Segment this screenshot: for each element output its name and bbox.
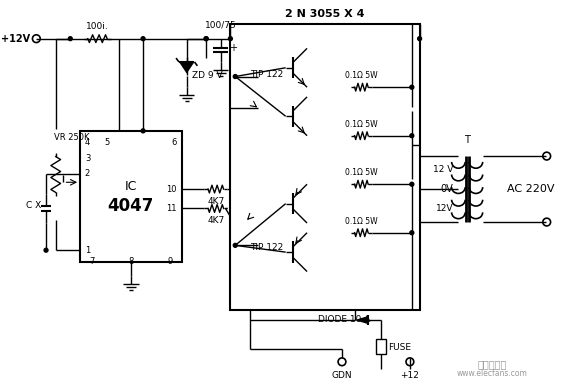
Text: VR 250K: VR 250K xyxy=(54,134,89,142)
Text: 4047: 4047 xyxy=(108,197,154,215)
Text: 4K7: 4K7 xyxy=(207,197,225,206)
Text: 电子发烧友: 电子发烧友 xyxy=(478,359,507,369)
Text: TIP 122: TIP 122 xyxy=(250,70,283,79)
Polygon shape xyxy=(179,62,194,74)
Circle shape xyxy=(233,243,237,247)
Text: 0V: 0V xyxy=(441,184,454,194)
Circle shape xyxy=(204,37,208,41)
Text: AC 220V: AC 220V xyxy=(507,184,555,194)
Text: 11: 11 xyxy=(166,204,177,213)
Bar xyxy=(376,339,386,354)
Circle shape xyxy=(410,85,414,89)
Bar xyxy=(230,24,420,310)
Circle shape xyxy=(44,248,48,252)
Circle shape xyxy=(204,37,208,41)
Text: 5: 5 xyxy=(104,138,110,147)
Text: 6: 6 xyxy=(172,138,177,147)
Text: C X: C X xyxy=(26,201,41,210)
Text: 9: 9 xyxy=(168,257,173,266)
Text: 0.1Ω 5W: 0.1Ω 5W xyxy=(345,71,378,80)
Circle shape xyxy=(410,231,414,235)
Text: 3: 3 xyxy=(85,154,90,163)
Circle shape xyxy=(410,182,414,186)
Text: DIODE 10 A: DIODE 10 A xyxy=(317,315,370,324)
Text: 12 V: 12 V xyxy=(433,165,454,174)
Text: +12V: +12V xyxy=(1,34,31,44)
Text: ZD 9 V: ZD 9 V xyxy=(192,71,222,80)
Circle shape xyxy=(410,134,414,138)
Circle shape xyxy=(141,37,145,41)
Text: 4: 4 xyxy=(85,138,90,147)
Text: IC: IC xyxy=(125,180,137,193)
Text: GDN: GDN xyxy=(332,372,352,380)
Text: 4K7: 4K7 xyxy=(207,216,225,225)
Text: 100/75: 100/75 xyxy=(205,21,237,30)
Text: 8: 8 xyxy=(128,257,133,266)
Circle shape xyxy=(68,37,72,41)
Text: 1: 1 xyxy=(85,246,90,255)
Circle shape xyxy=(233,75,237,79)
Text: 2: 2 xyxy=(85,169,90,178)
Text: 7: 7 xyxy=(89,257,94,266)
Text: 0.1Ω 5W: 0.1Ω 5W xyxy=(345,217,378,226)
Text: +12: +12 xyxy=(401,372,420,380)
Text: 100i.: 100i. xyxy=(86,22,109,31)
Text: 2 N 3055 X 4: 2 N 3055 X 4 xyxy=(285,9,365,19)
Circle shape xyxy=(418,37,422,41)
Polygon shape xyxy=(355,316,368,324)
Text: 12V: 12V xyxy=(436,204,454,213)
Text: 0.1Ω 5W: 0.1Ω 5W xyxy=(345,168,378,177)
Text: T: T xyxy=(464,135,470,146)
Circle shape xyxy=(141,129,145,133)
Text: 10: 10 xyxy=(166,185,177,194)
Text: www.elecfans.com: www.elecfans.com xyxy=(457,369,528,378)
Text: TIP 122: TIP 122 xyxy=(250,243,283,252)
Text: 0.1Ω 5W: 0.1Ω 5W xyxy=(345,120,378,129)
Bar xyxy=(80,131,182,262)
Text: FUSE: FUSE xyxy=(389,343,412,352)
Circle shape xyxy=(229,37,233,41)
Text: +: + xyxy=(229,43,238,53)
